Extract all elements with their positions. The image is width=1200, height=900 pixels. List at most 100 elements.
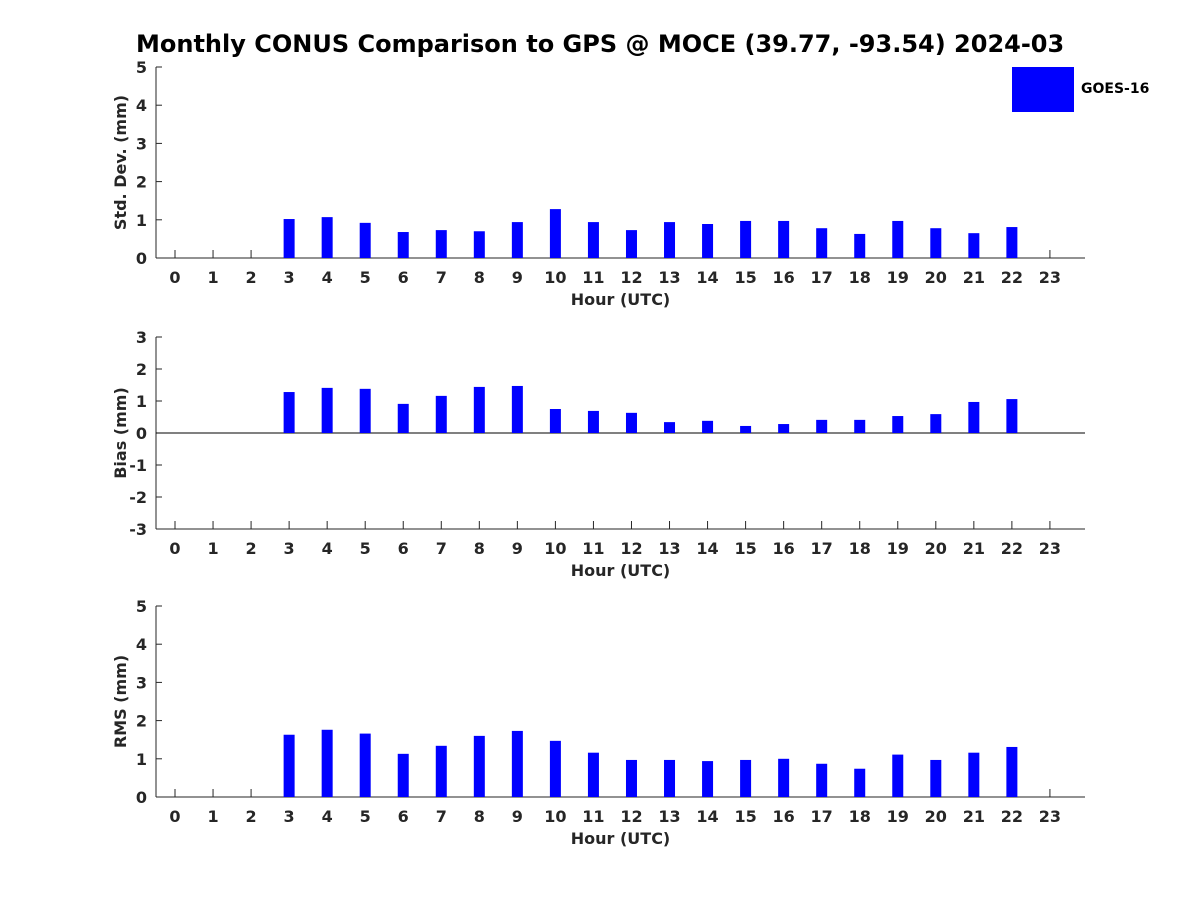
rms-bar-hour-3 — [283, 734, 295, 797]
bias-bar-hour-17 — [816, 419, 828, 433]
bias-x-tick-label: 14 — [696, 539, 718, 558]
bias-bar-hour-18 — [854, 419, 866, 433]
bias-x-tick-label: 7 — [436, 539, 447, 558]
legend-swatch — [1012, 67, 1074, 112]
rms-bar-hour-9 — [511, 730, 523, 797]
stddev-x-tick-label: 8 — [474, 268, 485, 287]
stddev-x-tick-label: 5 — [360, 268, 371, 287]
stddev-bar-hour-10 — [549, 209, 561, 258]
rms-y-tick-label: 0 — [136, 788, 147, 807]
rms-x-tick-label: 17 — [811, 807, 833, 826]
rms-x-tick-label: 10 — [544, 807, 566, 826]
rms-x-tick-label: 18 — [849, 807, 871, 826]
rms-x-tick-label: 3 — [284, 807, 295, 826]
rms-bar-hour-16 — [778, 758, 790, 797]
rms-x-tick-label: 12 — [620, 807, 642, 826]
bias-y-tick-label: -2 — [129, 488, 147, 507]
rms-x-tick-label: 21 — [963, 807, 985, 826]
stddev-bar-hour-7 — [435, 230, 447, 258]
bias-x-label: Hour (UTC) — [571, 561, 671, 580]
bias-x-tick-label: 17 — [811, 539, 833, 558]
rms-y-tick-label: 2 — [136, 712, 147, 731]
bias-x-tick-label: 20 — [925, 539, 947, 558]
stddev-y-tick-label: 1 — [136, 211, 147, 230]
bias-x-tick-label: 3 — [284, 539, 295, 558]
rms-bar-hour-21 — [968, 752, 980, 797]
rms-x-tick-label: 16 — [773, 807, 795, 826]
stddev-x-tick-label: 1 — [207, 268, 218, 287]
bias-x-tick-label: 6 — [398, 539, 409, 558]
bias-bar-hour-12 — [625, 412, 637, 433]
rms-y-tick-label: 5 — [136, 597, 147, 616]
bias-x-tick-label: 5 — [360, 539, 371, 558]
stddev-x-tick-label: 23 — [1039, 268, 1061, 287]
bias-x-tick-label: 12 — [620, 539, 642, 558]
bias-x-tick-label: 23 — [1039, 539, 1061, 558]
stddev-x-tick-label: 14 — [696, 268, 718, 287]
bias-bar-hour-7 — [435, 395, 447, 433]
rms-x-tick-label: 4 — [322, 807, 333, 826]
rms-bar-hour-17 — [816, 763, 828, 797]
rms-bar-hour-13 — [664, 759, 676, 797]
stddev-bar-hour-16 — [778, 220, 790, 258]
stddev-bar-hour-13 — [664, 222, 676, 258]
stddev-bar-hour-8 — [473, 231, 485, 258]
rms-x-tick-label: 9 — [512, 807, 523, 826]
stddev-bar-hour-4 — [321, 217, 333, 258]
stddev-y-tick-label: 2 — [136, 173, 147, 192]
stddev-bar-hour-14 — [702, 224, 714, 258]
stddev-y-tick-label: 0 — [136, 249, 147, 268]
rms-bar-hour-8 — [473, 735, 485, 797]
rms-bar-hour-7 — [435, 745, 447, 797]
stddev-bar-hour-18 — [854, 233, 866, 258]
stddev-bar-hour-3 — [283, 219, 295, 258]
bias-x-tick-label: 16 — [773, 539, 795, 558]
stddev-x-tick-label: 7 — [436, 268, 447, 287]
rms-bar-hour-11 — [587, 752, 599, 797]
bias-x-tick-label: 18 — [849, 539, 871, 558]
rms-x-tick-label: 19 — [887, 807, 909, 826]
stddev-y-tick-label: 3 — [136, 134, 147, 153]
stddev-bar-hour-5 — [359, 222, 371, 258]
stddev-x-tick-label: 18 — [849, 268, 871, 287]
bias-bar-hour-9 — [511, 385, 523, 433]
bias-bar-hour-14 — [702, 420, 714, 433]
rms-x-tick-label: 15 — [734, 807, 756, 826]
rms-bar-hour-6 — [397, 753, 409, 797]
rms-bar-hour-12 — [625, 759, 637, 797]
rms-x-tick-label: 14 — [696, 807, 718, 826]
bias-y-tick-label: 0 — [136, 424, 147, 443]
stddev-x-tick-label: 17 — [811, 268, 833, 287]
rms-bar-hour-14 — [702, 761, 714, 797]
stddev-bar-hour-9 — [511, 222, 523, 258]
bias-y-tick-label: 1 — [136, 392, 147, 411]
stddev-y-tick-label: 4 — [136, 96, 147, 115]
rms-x-tick-label: 0 — [169, 807, 180, 826]
bias-bar-hour-6 — [397, 403, 409, 433]
rms-y-tick-label: 3 — [136, 673, 147, 692]
stddev-x-tick-label: 12 — [620, 268, 642, 287]
bias-bar-hour-20 — [930, 414, 942, 433]
bias-x-tick-label: 13 — [658, 539, 680, 558]
stddev-bar-hour-22 — [1006, 227, 1018, 258]
rms-y-tick-label: 1 — [136, 750, 147, 769]
stddev-x-tick-label: 6 — [398, 268, 409, 287]
rms-x-label: Hour (UTC) — [571, 829, 671, 848]
stddev-x-tick-label: 2 — [246, 268, 257, 287]
bias-bar-hour-4 — [321, 387, 333, 433]
stddev-x-tick-label: 20 — [925, 268, 947, 287]
rms-x-tick-label: 8 — [474, 807, 485, 826]
bias-x-tick-label: 11 — [582, 539, 604, 558]
bias-x-tick-label: 19 — [887, 539, 909, 558]
bias-bar-hour-21 — [968, 401, 980, 433]
rms-x-tick-label: 7 — [436, 807, 447, 826]
rms-x-tick-label: 23 — [1039, 807, 1061, 826]
stddev-bar-hour-11 — [587, 222, 599, 258]
bias-x-tick-label: 9 — [512, 539, 523, 558]
stddev-x-tick-label: 3 — [284, 268, 295, 287]
bias-x-tick-label: 1 — [207, 539, 218, 558]
rms-bar-hour-22 — [1006, 746, 1018, 797]
rms-bar-hour-4 — [321, 729, 333, 797]
bias-bar-hour-8 — [473, 386, 485, 433]
